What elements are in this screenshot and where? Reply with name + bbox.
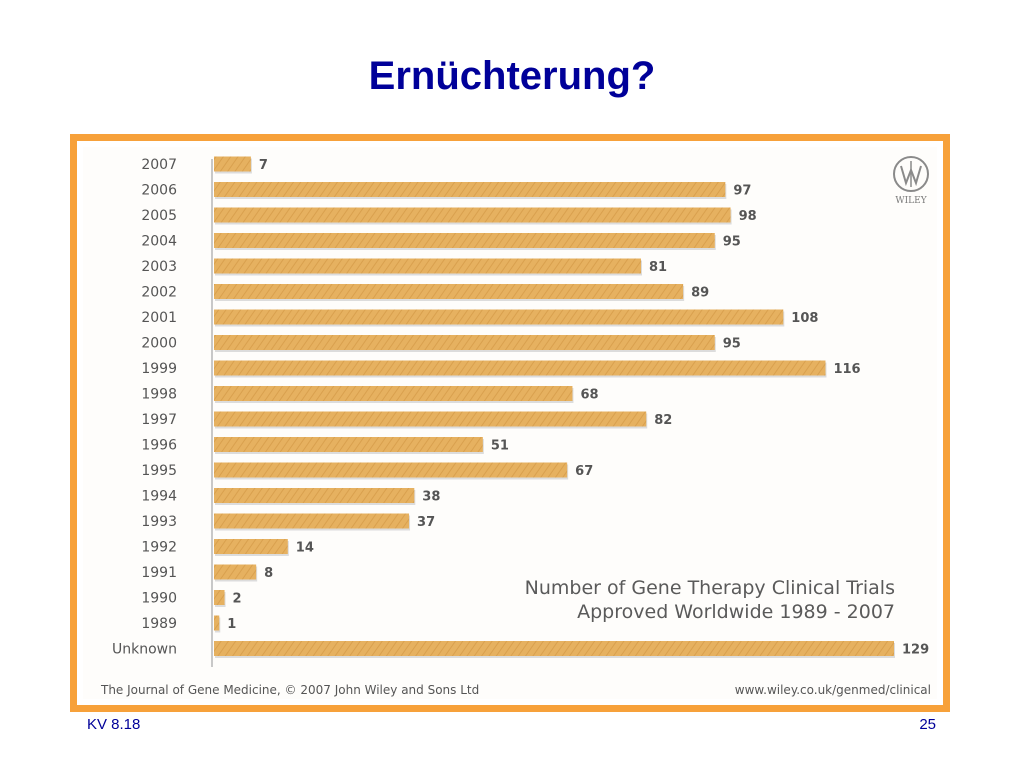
category-label: 1992 [141, 540, 177, 556]
bar [214, 411, 647, 427]
slide-title: Ernüchterung? [368, 54, 656, 98]
category-label: 1998 [141, 387, 177, 403]
bar [214, 233, 715, 248]
category-label: 2004 [141, 234, 177, 250]
bar [214, 386, 573, 401]
category-label: 2000 [141, 336, 177, 352]
bar-value-label: 8 [264, 566, 273, 581]
bar-value-label: 81 [649, 260, 667, 275]
source-credit: The Journal of Gene Medicine, © 2007 Joh… [100, 683, 479, 697]
chart-frame: 2007 7 2006 97 2005 98 2004 95 2003 81 2002 89 2001 1… [70, 134, 950, 712]
bar [214, 641, 894, 656]
category-label: Unknown [112, 642, 177, 658]
category-label: 1994 [141, 489, 177, 505]
category-label: 2002 [141, 285, 177, 301]
bar [214, 488, 415, 503]
bar [214, 437, 483, 452]
logo-text: WILEY [895, 196, 927, 206]
category-label: 2006 [141, 183, 177, 199]
category-label: 1995 [141, 463, 177, 479]
bar-value-label: 2 [233, 592, 242, 607]
wiley-logo-icon [893, 156, 929, 192]
bar-value-label: 67 [575, 464, 593, 479]
bar [214, 207, 731, 223]
category-label: 2005 [141, 208, 177, 224]
bar [214, 590, 225, 605]
bar-value-label: 97 [733, 184, 751, 199]
bar [214, 564, 257, 580]
category-label: 1993 [141, 514, 177, 530]
bar-value-label: 108 [791, 311, 818, 326]
bar-value-label: 116 [833, 362, 860, 377]
bar-value-label: 37 [417, 515, 435, 530]
bar-value-label: 89 [691, 286, 709, 301]
bar-value-label: 1 [227, 617, 236, 632]
chart-title-line-1: Number of Gene Therapy Clinical Trials [525, 577, 895, 599]
bar [214, 309, 784, 325]
bar [214, 360, 826, 376]
bar-value-label: 14 [296, 541, 314, 556]
bar [214, 615, 220, 631]
bar-value-label: 51 [491, 439, 509, 454]
footer-course-code: KV 8.18 [87, 716, 141, 733]
category-label: 1989 [141, 616, 177, 632]
category-label: 2003 [141, 259, 177, 275]
bar-value-label: 95 [723, 235, 741, 250]
category-label: 1997 [141, 412, 177, 428]
category-label: 1990 [141, 591, 177, 607]
bar-value-label: 68 [580, 388, 598, 403]
chart-title-line-2: Approved Worldwide 1989 - 2007 [577, 601, 895, 623]
bar [214, 156, 251, 172]
source-url: www.wiley.co.uk/genmed/clinical [735, 683, 931, 697]
bar [214, 462, 568, 478]
bar [214, 284, 684, 299]
bar-value-label: 129 [902, 643, 929, 658]
bar [214, 335, 715, 350]
category-label: 1999 [141, 361, 177, 377]
chart-area: 2007 7 2006 97 2005 98 2004 95 2003 81 2002 89 2001 1… [83, 147, 937, 699]
bar [214, 539, 288, 554]
bar-value-label: 95 [723, 337, 741, 352]
bar [214, 182, 726, 197]
bar [214, 513, 410, 529]
bar [214, 258, 641, 274]
footer-page-number: 25 [919, 716, 936, 733]
bar-value-label: 82 [654, 413, 672, 428]
category-label: 2007 [141, 157, 177, 173]
category-label: 1996 [141, 438, 177, 454]
category-label: 2001 [141, 310, 177, 326]
bar-value-label: 98 [739, 209, 757, 224]
bar-value-label: 7 [259, 158, 268, 173]
category-label: 1991 [141, 565, 177, 581]
bar-value-label: 38 [422, 490, 440, 505]
